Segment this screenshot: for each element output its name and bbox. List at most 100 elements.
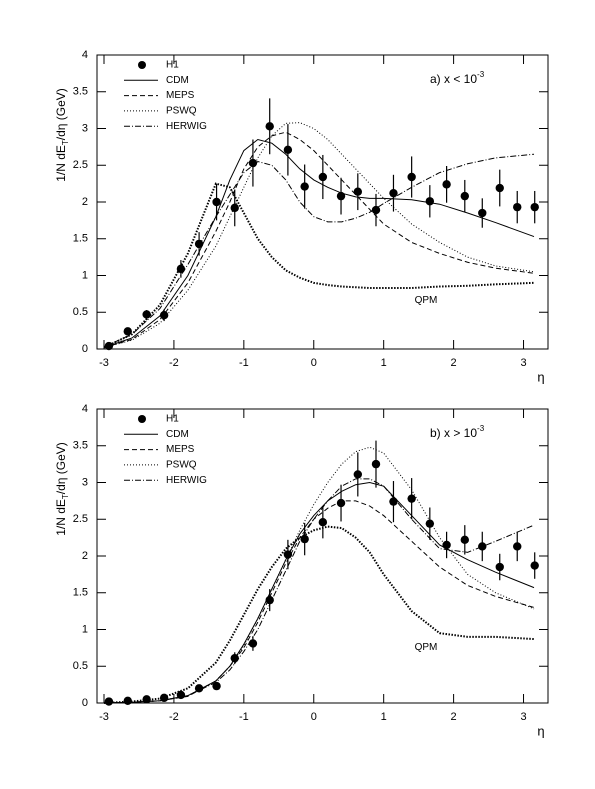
legend-marker — [138, 61, 146, 69]
y-tick-label: 2 — [82, 196, 88, 208]
legend-marker — [138, 415, 146, 423]
curve-label: QPM — [415, 295, 438, 306]
data-point — [460, 191, 469, 201]
x-tick-label: 0 — [311, 711, 317, 723]
model-curve — [103, 153, 535, 348]
data-point — [283, 550, 293, 559]
x-tick-label: 3 — [520, 711, 526, 723]
data-point — [300, 182, 309, 191]
x-tick-label: 2 — [451, 711, 457, 723]
legend-label: H1 — [166, 60, 179, 71]
legend-label: PSWQ — [166, 106, 197, 117]
data-point — [194, 239, 204, 249]
data-point — [104, 697, 114, 706]
y-tick-label: 1 — [82, 623, 88, 635]
data-point — [176, 690, 186, 700]
data-point — [248, 639, 258, 648]
y-tick-label: 0.5 — [73, 306, 88, 318]
curve-label: QPM — [415, 642, 438, 653]
data-point — [159, 310, 169, 320]
data-point — [123, 696, 132, 705]
legend-label: H1 — [166, 414, 179, 425]
data-point — [123, 327, 132, 336]
y-tick-label: 2.5 — [73, 159, 88, 171]
annotation-text: b) x > 10 — [430, 426, 477, 440]
data-point — [371, 459, 381, 469]
qpm-curve — [103, 525, 535, 704]
data-point — [142, 695, 151, 704]
data-point — [530, 202, 539, 212]
y-tick-label: 1.5 — [73, 233, 88, 245]
annotation: b) x > 10-3 — [430, 424, 485, 440]
y-tick-label: 2 — [82, 550, 88, 562]
data-point — [407, 494, 416, 503]
data-point — [248, 158, 258, 168]
y-tick-label: 4 — [82, 403, 88, 415]
data-point — [389, 497, 398, 506]
data-point — [425, 519, 435, 528]
data-point — [142, 310, 151, 319]
legend-label: HERWIG — [166, 121, 207, 132]
y-label-sub: T — [61, 140, 70, 145]
y-tick-label: 1.5 — [73, 587, 88, 599]
x-tick-label: -2 — [169, 357, 179, 369]
data-point — [265, 122, 274, 131]
data-point — [353, 187, 363, 196]
data-point — [283, 145, 293, 155]
model-curve — [103, 131, 535, 349]
x-tick-label: 1 — [381, 711, 387, 723]
data-point — [442, 180, 451, 189]
model-curve — [103, 122, 535, 349]
data-point — [336, 191, 346, 201]
data-point — [442, 540, 451, 550]
y-tick-label: 1 — [82, 269, 88, 281]
y-tick-label: 3 — [82, 122, 88, 134]
x-tick-label: -1 — [239, 357, 249, 369]
x-tick-label: 1 — [381, 357, 387, 369]
x-tick-label: 2 — [451, 357, 457, 369]
y-tick-label: 3 — [82, 476, 88, 488]
annotation-exponent: -3 — [477, 70, 485, 79]
data-point — [425, 197, 435, 206]
y-label-sub: T — [61, 494, 70, 499]
y-tick-label: 3.5 — [73, 86, 88, 98]
data-point — [513, 542, 522, 551]
data-point — [495, 183, 504, 193]
y-tick-label: 2.5 — [73, 513, 88, 525]
x-axis-label: η — [537, 723, 544, 738]
data-point — [212, 681, 221, 691]
data-point — [389, 188, 398, 198]
legend-label: CDM — [166, 429, 189, 440]
x-tick-label: -3 — [99, 357, 109, 369]
x-tick-label: -3 — [99, 711, 109, 723]
data-point — [104, 341, 114, 351]
data-point — [371, 205, 381, 215]
data-point — [212, 197, 221, 207]
legend-label: MEPS — [166, 90, 195, 101]
data-point — [407, 172, 416, 182]
y-tick-label: 0 — [82, 343, 88, 355]
annotation-text: a) x < 10 — [430, 72, 477, 86]
data-point — [265, 595, 274, 605]
x-tick-label: -2 — [169, 711, 179, 723]
legend-label: MEPS — [166, 444, 195, 455]
data-point — [318, 172, 328, 182]
model-curve — [103, 138, 535, 349]
data-point — [478, 542, 487, 551]
data-point — [513, 202, 522, 212]
y-tick-label: 3.5 — [73, 440, 88, 452]
qpm-curve — [103, 182, 535, 349]
y-tick-label: 0.5 — [73, 660, 88, 672]
y-axis-label: 1/N dET/dη (GeV) — [54, 88, 70, 182]
y-axis-label: 1/N dET/dη (GeV) — [54, 442, 70, 536]
annotation-exponent: -3 — [477, 424, 485, 433]
x-tick-label: 3 — [520, 357, 526, 369]
y-label-main: 1/N dE — [54, 145, 68, 182]
plot-frame — [96, 54, 549, 350]
data-point — [353, 470, 363, 479]
y-tick-label: 4 — [82, 49, 88, 61]
y-label-rest: /dη (GeV) — [54, 88, 68, 140]
data-point — [460, 535, 469, 545]
data-point — [230, 203, 239, 213]
